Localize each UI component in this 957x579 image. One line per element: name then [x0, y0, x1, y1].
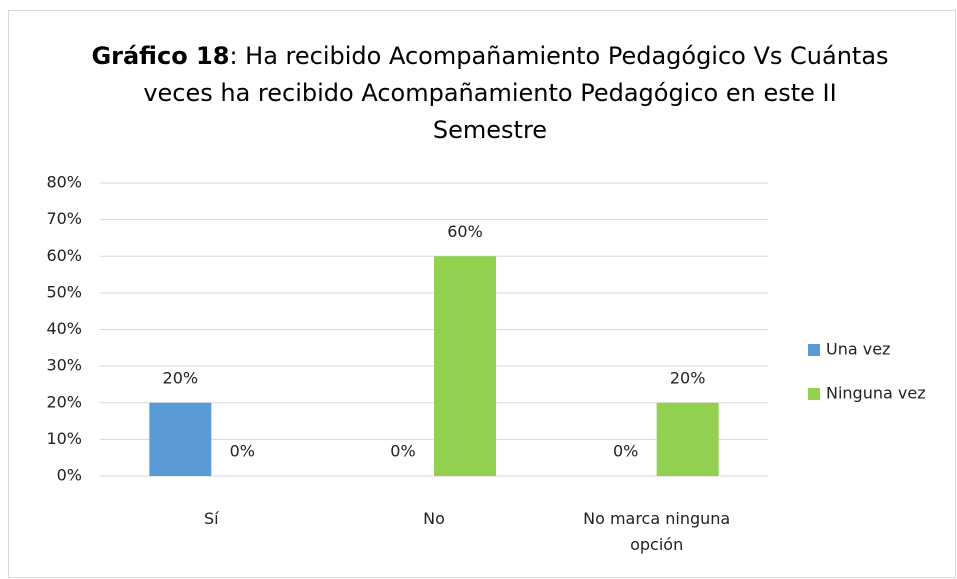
y-tick-label: 70%: [46, 209, 82, 228]
bar: [656, 402, 719, 476]
legend-label: Una vez: [826, 340, 890, 359]
chart-title: Gráfico 18: Ha recibido Acompañamiento P…: [90, 38, 890, 149]
legend-label: Ninguna vez: [826, 384, 926, 403]
data-label: 20%: [670, 368, 706, 387]
y-tick-label: 30%: [46, 356, 82, 375]
bar: [434, 256, 496, 476]
y-tick-label: 40%: [46, 319, 82, 338]
title-bold: Gráfico 18: [91, 42, 230, 70]
y-tick-label: 20%: [46, 392, 82, 411]
y-tick-label: 50%: [46, 282, 82, 301]
data-label: 0%: [613, 442, 638, 461]
legend-swatch: [808, 344, 820, 356]
y-tick-label: 80%: [46, 173, 82, 192]
y-tick-label: 10%: [46, 429, 82, 448]
title-text: : Ha recibido Acompañamiento Pedagógico …: [143, 42, 889, 144]
data-label: 0%: [230, 442, 255, 461]
x-tick-label: Sí: [204, 509, 219, 528]
bar: [149, 402, 212, 476]
x-tick-label: No marca ninguna opción: [583, 509, 731, 554]
x-tick-label: No: [423, 509, 445, 528]
y-tick-label: 60%: [46, 246, 82, 265]
chart-border: [8, 10, 956, 578]
data-label: 60%: [447, 222, 483, 241]
data-label: 0%: [390, 442, 415, 461]
data-label: 20%: [163, 368, 199, 387]
y-tick-label: 0%: [57, 466, 82, 485]
legend-swatch: [808, 388, 820, 400]
